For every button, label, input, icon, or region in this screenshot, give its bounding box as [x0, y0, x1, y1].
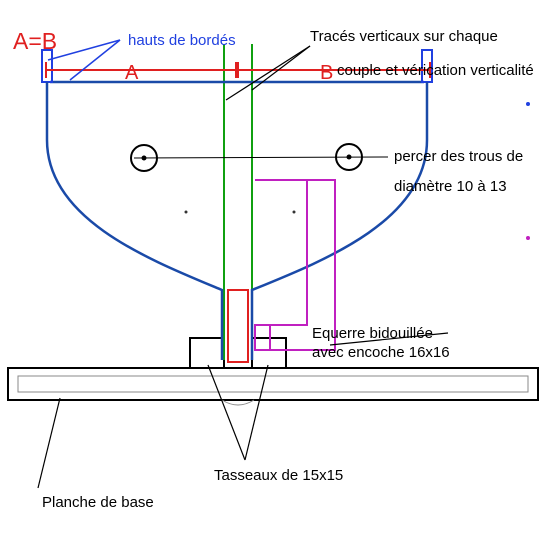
- label-ab_eq: A=B: [13, 28, 57, 55]
- label-verticaux1: Tracés verticaux sur chaque: [310, 28, 498, 45]
- label-A: A: [125, 62, 138, 85]
- label-equerre1: Equerre bidouillée: [312, 325, 433, 342]
- label-B: B: [320, 62, 333, 85]
- label-tasseaux: Tasseaux de 15x15: [214, 467, 343, 484]
- label-percer2: diamètre 10 à 13: [394, 178, 507, 195]
- label-planche: Planche de base: [42, 494, 154, 511]
- label-verticaux2: couple et vérication verticalité: [337, 62, 534, 79]
- label-percer1: percer des trous de: [394, 148, 523, 165]
- label-hauts: hauts de bordés: [128, 32, 236, 49]
- label-equerre2: avec encoche 16x16: [312, 344, 450, 361]
